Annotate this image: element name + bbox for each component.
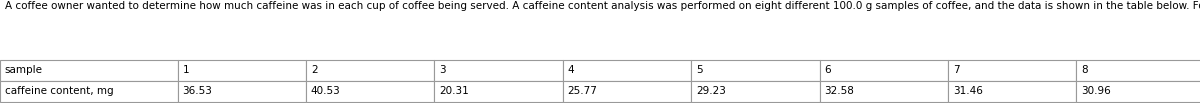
Bar (306, 81, 434, 102)
Bar (178, 60, 306, 81)
Bar (691, 81, 820, 102)
Text: A coffee owner wanted to determine how much caffeine was in each cup of coffee b: A coffee owner wanted to determine how m… (5, 1, 1200, 11)
Bar (691, 60, 820, 81)
Text: 20.31: 20.31 (439, 86, 469, 96)
Text: sample: sample (5, 65, 43, 75)
Bar (434, 81, 563, 102)
Text: caffeine content, mg: caffeine content, mg (5, 86, 114, 96)
Text: 6: 6 (824, 65, 832, 75)
Bar (820, 60, 948, 81)
Text: 29.23: 29.23 (696, 86, 726, 96)
Text: 4: 4 (568, 65, 575, 75)
Bar (0, 60, 178, 81)
Text: 36.53: 36.53 (182, 86, 212, 96)
Text: 1: 1 (182, 65, 190, 75)
Bar (1076, 81, 1200, 102)
Bar (1076, 60, 1200, 81)
Bar (306, 60, 434, 81)
Text: 5: 5 (696, 65, 703, 75)
Bar (563, 81, 691, 102)
Bar (563, 60, 691, 81)
Bar (0, 81, 178, 102)
Text: 25.77: 25.77 (568, 86, 598, 96)
Bar (178, 81, 306, 102)
Bar (820, 81, 948, 102)
Text: 8: 8 (1081, 65, 1088, 75)
Bar (948, 81, 1076, 102)
Text: 31.46: 31.46 (953, 86, 983, 96)
Text: 30.96: 30.96 (1081, 86, 1111, 96)
Bar (434, 60, 563, 81)
Text: 40.53: 40.53 (311, 86, 341, 96)
Text: 32.58: 32.58 (824, 86, 854, 96)
Text: 2: 2 (311, 65, 318, 75)
Text: 3: 3 (439, 65, 446, 75)
Bar (948, 60, 1076, 81)
Text: 7: 7 (953, 65, 960, 75)
